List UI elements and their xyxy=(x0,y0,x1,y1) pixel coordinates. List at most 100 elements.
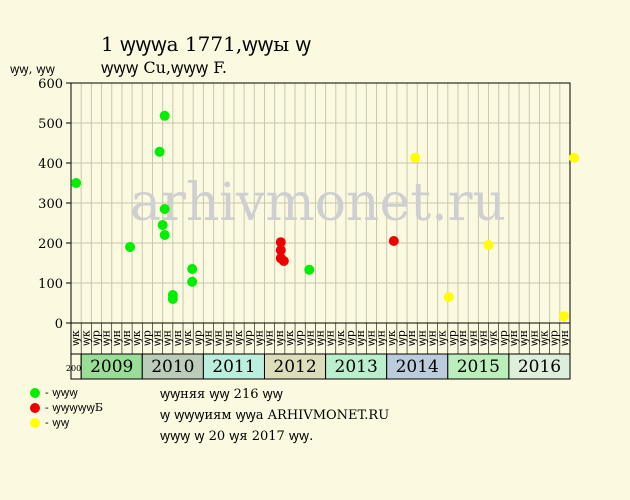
month-label: ꝡк xyxy=(232,330,245,346)
y-tick-label: 500 xyxy=(38,117,63,132)
month-label: ꝡн xyxy=(507,330,520,346)
data-point xyxy=(187,276,198,287)
data-point xyxy=(275,245,286,256)
month-label: ꝡр xyxy=(497,330,510,346)
year-cell xyxy=(80,353,143,380)
year-label: 2014 xyxy=(396,357,439,377)
month-label: ꝡн xyxy=(558,330,571,346)
month-label: ꝡр xyxy=(446,330,459,346)
legend-label-1: - ꝡꝡꝡ xyxy=(45,386,78,399)
year-label: 2015 xyxy=(457,357,500,377)
year-cell xyxy=(263,353,327,380)
y-tick-label: 300 xyxy=(38,197,63,212)
data-point xyxy=(159,204,170,214)
month-label: ꝡн xyxy=(476,330,489,346)
chart-title: 1 ꝡꝡꝡa 1771,ꝡꝡы ꝡ xyxy=(101,32,312,56)
data-point xyxy=(304,264,315,275)
month-label: ꝡк xyxy=(283,330,296,346)
notes: ꝡꝡняя ꝡꝡ 216 ꝡꝡ ꝡ ꝡꝡꝡиям ꝡꝡa ARHIVMONET.… xyxy=(160,384,389,447)
month-label: ꝡн xyxy=(303,330,316,346)
data-point xyxy=(159,110,170,121)
year-label: 2012 xyxy=(273,357,316,377)
year-label: 2008 xyxy=(66,364,86,373)
legend: - ꝡꝡꝡ - ꝡꝡꝡꝡꝡБ - ꝡꝡ xyxy=(30,385,103,430)
month-label: ꝡн xyxy=(263,330,276,346)
month-label: ꝡк xyxy=(69,330,82,346)
month-label: ꝡн xyxy=(110,330,123,346)
data-point xyxy=(443,292,454,302)
year-cell xyxy=(141,353,204,380)
month-label: ꝡн xyxy=(252,330,265,346)
y-tick-label: 100 xyxy=(38,277,63,292)
data-point xyxy=(388,236,399,246)
year-label: 2013 xyxy=(335,357,378,377)
month-label: ꝡр xyxy=(293,330,306,346)
data-point xyxy=(278,256,289,266)
legend-label-2: - ꝡꝡꝡꝡꝡБ xyxy=(45,401,103,414)
month-label: ꝡн xyxy=(405,330,418,346)
legend-item-2: - ꝡꝡꝡꝡꝡБ xyxy=(30,400,103,415)
data-point xyxy=(71,178,82,188)
year-label: 2009 xyxy=(90,357,133,377)
data-point xyxy=(154,146,165,157)
note-line-1: ꝡꝡняя ꝡꝡ 216 ꝡꝡ xyxy=(160,387,283,402)
month-label: ꝡн xyxy=(212,330,225,346)
y-axis-label: ꝡꝡ, ꝡꝡ xyxy=(10,62,55,76)
year-label: 2010 xyxy=(151,357,194,377)
data-point xyxy=(159,230,170,240)
month-label: ꝡн xyxy=(161,330,174,346)
month-label: ꝡн xyxy=(314,330,327,346)
chart-subtitle: ꝡꝡꝡ Cu,ꝡꝡꝡ F. xyxy=(101,58,227,77)
month-label: ꝡк xyxy=(385,330,398,346)
legend-label-3: - ꝡꝡ xyxy=(45,416,70,429)
month-label: ꝡк xyxy=(334,330,347,346)
legend-item-1: - ꝡꝡꝡ xyxy=(30,385,103,400)
month-label: ꝡн xyxy=(466,330,479,346)
note-line-3: ꝡꝡꝡ ꝡ 20 ꝡя 2017 ꝡꝡ. xyxy=(160,429,314,444)
data-point xyxy=(157,220,168,230)
year-cell xyxy=(202,353,265,380)
y-tick-label: 600 xyxy=(38,77,63,92)
data-point xyxy=(125,242,136,252)
data-point xyxy=(410,152,421,163)
year-cell xyxy=(386,353,449,380)
month-label: ꝡн xyxy=(415,330,428,346)
legend-marker-1 xyxy=(30,387,40,398)
year-cell xyxy=(447,353,510,380)
data-point xyxy=(187,264,198,274)
year-cell xyxy=(325,353,388,380)
month-label: ꝡн xyxy=(354,330,367,346)
legend-marker-2 xyxy=(30,402,40,413)
year-cell xyxy=(508,353,571,380)
year-label: 2011 xyxy=(212,357,255,377)
month-label: ꝡн xyxy=(375,330,388,346)
month-label: ꝡн xyxy=(426,330,439,346)
month-label: ꝡн xyxy=(324,330,337,346)
month-label: ꝡк xyxy=(79,330,92,346)
note-line-2: ꝡ ꝡꝡꝡиям ꝡꝡa ARHIVMONET.RU xyxy=(160,408,390,423)
data-point xyxy=(558,311,569,322)
data-point xyxy=(483,240,494,250)
month-label: ꝡр xyxy=(344,330,357,346)
month-label: ꝡн xyxy=(517,330,530,346)
data-point xyxy=(569,152,580,163)
y-tick-label: 0 xyxy=(55,317,63,332)
month-label: ꝡн xyxy=(100,330,113,346)
month-label: ꝡн xyxy=(201,330,214,346)
month-label: ꝡк xyxy=(130,330,143,346)
month-label: ꝡк xyxy=(487,330,500,346)
month-label: ꝡр xyxy=(89,330,102,346)
y-tick-label: 400 xyxy=(38,157,63,172)
watermark: arhivmonet.ru xyxy=(130,173,506,233)
month-label: ꝡн xyxy=(456,330,469,346)
month-label: ꝡк xyxy=(538,330,551,346)
data-point xyxy=(167,294,178,304)
year-label: 2016 xyxy=(518,357,561,377)
month-label: ꝡн xyxy=(273,330,286,346)
month-label: ꝡр xyxy=(548,330,561,346)
data-point xyxy=(275,237,286,248)
y-tick-label: 200 xyxy=(38,237,63,252)
month-label: ꝡн xyxy=(527,330,540,346)
month-label: ꝡк xyxy=(436,330,449,346)
